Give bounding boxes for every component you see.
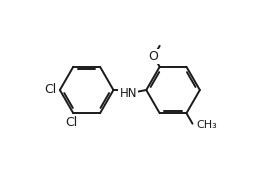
Text: CH₃: CH₃	[196, 120, 217, 130]
Text: HN: HN	[119, 87, 137, 100]
Text: O: O	[149, 50, 158, 63]
Text: Cl: Cl	[65, 116, 78, 129]
Text: Cl: Cl	[44, 83, 57, 96]
